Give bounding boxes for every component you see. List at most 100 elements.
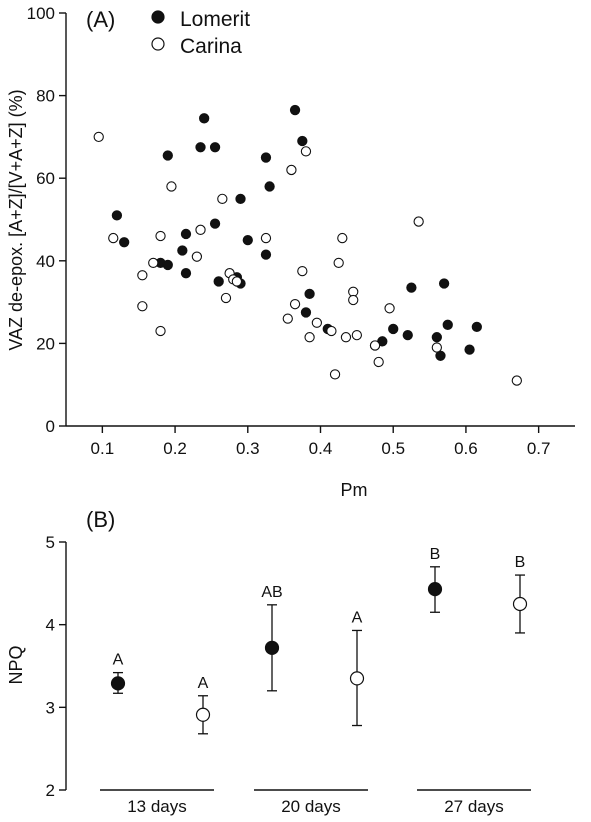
lomerit-point: [177, 245, 188, 256]
lomerit-point: [195, 142, 206, 153]
lomerit-point: [260, 249, 272, 260]
carina-point: [297, 265, 308, 277]
carina-point: [311, 317, 323, 328]
lomerit-point: [180, 228, 192, 240]
lomerit-point: [431, 332, 442, 343]
y-tick-label: 20: [36, 334, 55, 353]
lomerit-point: [209, 218, 221, 229]
x-tick-label: 0.6: [454, 439, 478, 458]
carina-point: [195, 224, 206, 235]
carina-point: [300, 146, 312, 157]
lomerit-point: [242, 234, 253, 246]
carina-mean-point: [195, 707, 211, 722]
significance-letter: A: [198, 675, 209, 692]
lomerit-point: [297, 135, 308, 147]
lomerit-mean-point: [110, 676, 126, 691]
lomerit-point: [304, 288, 315, 299]
x-tick-label: 0.7: [527, 439, 551, 458]
panel-a-y-ticks: 0 20 40 60 80 100: [27, 4, 66, 436]
carina-point: [286, 164, 297, 176]
lomerit-point: [199, 113, 210, 124]
carina-point: [431, 342, 442, 353]
lomerit-point: [162, 259, 173, 271]
lomerit-point: [471, 321, 482, 333]
significance-letter: B: [515, 554, 526, 571]
panel-a-points: [93, 104, 522, 386]
x-tick-label: 0.1: [91, 439, 115, 458]
lomerit-point: [209, 142, 221, 153]
group-label: 13 days: [127, 797, 187, 816]
legend-lomerit-marker: [151, 10, 165, 24]
carina-point: [326, 325, 337, 337]
lomerit-point: [119, 237, 130, 248]
legend-carina-marker: [151, 37, 165, 51]
lomerit-point: [213, 276, 224, 287]
carina-point: [166, 181, 177, 192]
y-tick-label: 100: [27, 4, 55, 23]
group-label: 20 days: [281, 797, 341, 816]
carina-point: [369, 340, 381, 351]
carina-point: [329, 369, 341, 380]
panel-a-x-axis-label: Pm: [341, 480, 368, 500]
panel-a-scatter: 0 20 40 60 80 100 0.1 0.2 0.3 0.4 0.5 0.6 0.7 (A) P…: [6, 4, 575, 500]
y-tick-label: 3: [46, 698, 55, 717]
lomerit-point: [235, 193, 246, 204]
y-tick-label: 80: [36, 87, 55, 106]
panel-b-y-ticks: 2 3 4 5: [46, 533, 66, 800]
lomerit-mean-point: [427, 582, 443, 597]
carina-point: [148, 257, 159, 269]
carina-point: [337, 232, 348, 244]
lomerit-point: [162, 150, 173, 161]
carina-point: [348, 294, 359, 306]
significance-letter: B: [430, 546, 441, 563]
carina-point: [511, 375, 522, 386]
lomerit-point: [438, 278, 450, 289]
y-tick-label: 0: [46, 417, 55, 436]
carina-point: [340, 332, 352, 343]
carina-point: [137, 301, 148, 312]
lomerit-point: [388, 323, 399, 335]
lomerit-point: [300, 307, 312, 318]
lomerit-point: [464, 344, 475, 355]
carina-point: [260, 232, 272, 244]
carina-point: [282, 313, 293, 324]
carina-point: [191, 251, 203, 262]
panel-a-x-ticks: 0.1 0.2 0.3 0.4 0.5 0.6 0.7: [91, 426, 551, 458]
significance-letter: A: [352, 609, 363, 626]
carina-mean-point: [349, 671, 365, 686]
panel-a-y-axis-label: VAZ de-epox. [A+Z]/[V+A+Z] (%): [6, 89, 26, 350]
lomerit-point: [264, 181, 275, 192]
lomerit-point: [289, 104, 301, 116]
lomerit-point: [180, 268, 192, 279]
y-tick-label: 40: [36, 252, 55, 271]
x-tick-label: 0.3: [236, 439, 260, 458]
lomerit-point: [435, 350, 446, 361]
panel-b-label: (B): [86, 507, 115, 532]
lomerit-point: [111, 210, 123, 221]
carina-mean-point: [512, 596, 528, 612]
carina-point: [304, 332, 315, 343]
panel-a-legend: Lomerit Carina: [151, 8, 250, 58]
carina-point: [155, 325, 166, 337]
carina-point: [137, 270, 148, 281]
carina-point: [333, 257, 344, 269]
panel-b-groups: 13 days 20 days 27 days: [100, 789, 531, 816]
group-label: 27 days: [444, 797, 504, 816]
panel-b-y-axis-label: NPQ: [6, 645, 26, 684]
lomerit-point: [260, 152, 272, 163]
carina-point: [220, 292, 232, 304]
carina-point: [384, 303, 395, 314]
lomerit-point: [406, 282, 417, 293]
carina-point: [413, 216, 424, 227]
carina-point: [108, 232, 119, 244]
significance-letter: A: [113, 652, 124, 669]
significance-letter: AB: [261, 584, 282, 601]
carina-point: [217, 193, 228, 204]
carina-point: [231, 276, 243, 287]
x-tick-label: 0.4: [309, 439, 333, 458]
carina-point: [93, 131, 104, 143]
y-tick-label: 2: [46, 781, 55, 800]
lomerit-point: [402, 329, 413, 341]
